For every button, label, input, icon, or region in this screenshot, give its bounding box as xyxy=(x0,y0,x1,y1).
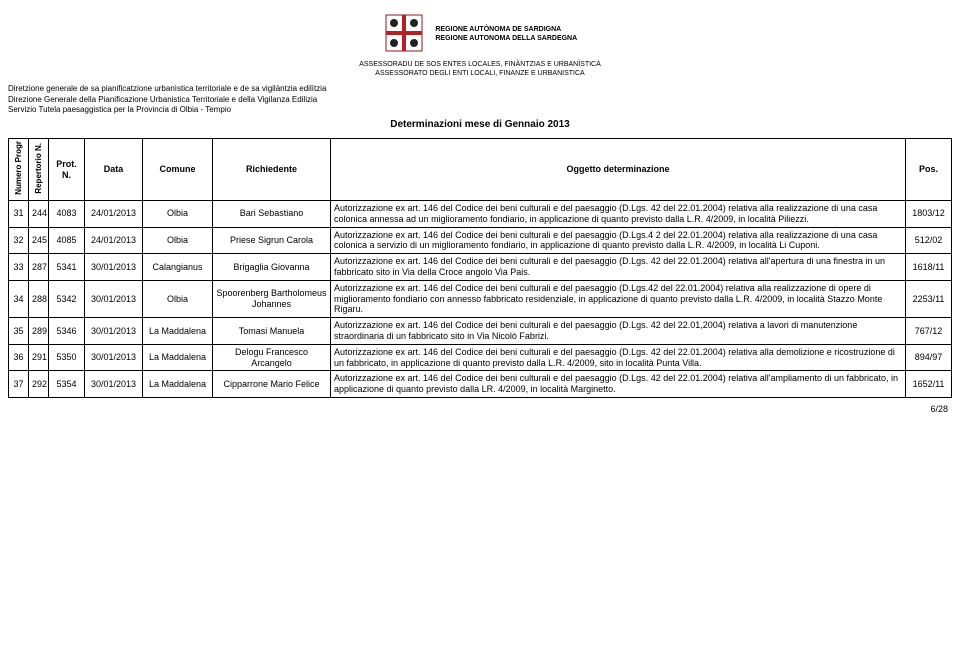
table-row: 33 287 5341 30/01/2013 Calangianus Briga… xyxy=(9,254,952,281)
cell-data: 30/01/2013 xyxy=(85,254,143,281)
cell-comune: Olbia xyxy=(143,200,213,227)
cell-comune: La Maddalena xyxy=(143,344,213,371)
table-row: 34 288 5342 30/01/2013 Olbia Spoorenberg… xyxy=(9,280,952,317)
dir-line2: Direzione Generale della Pianificazione … xyxy=(8,95,952,105)
cell-prot: 5346 xyxy=(49,318,85,345)
col-numero-progr: Numero Progr xyxy=(9,139,29,201)
cell-prot: 5342 xyxy=(49,280,85,317)
cell-np: 37 xyxy=(9,371,29,398)
table-row: 35 289 5346 30/01/2013 La Maddalena Toma… xyxy=(9,318,952,345)
cell-np: 35 xyxy=(9,318,29,345)
cell-rich: Spoorenberg Bartholomeus Johannes xyxy=(213,280,331,317)
cell-np: 32 xyxy=(9,227,29,254)
cell-rep: 291 xyxy=(29,344,49,371)
cell-rich: Cipparrone Mario Felice xyxy=(213,371,331,398)
cell-ogg: Autorizzazione ex art. 146 del Codice de… xyxy=(331,344,906,371)
page-number: 6/28 xyxy=(8,404,952,414)
cell-data: 30/01/2013 xyxy=(85,371,143,398)
cell-pos: 2253/11 xyxy=(906,280,952,317)
cell-comune: Olbia xyxy=(143,280,213,317)
determinazioni-table: Numero Progr Repertorio N. Prot. N. Data… xyxy=(8,138,952,398)
cell-ogg: Autorizzazione ex art. 146 del Codice de… xyxy=(331,318,906,345)
cell-rich: Tomasi Manuela xyxy=(213,318,331,345)
cell-pos: 894/97 xyxy=(906,344,952,371)
cell-rich: Brigaglia Giovanna xyxy=(213,254,331,281)
cell-ogg: Autorizzazione ex art. 146 del Codice de… xyxy=(331,200,906,227)
cell-comune: La Maddalena xyxy=(143,371,213,398)
dir-line3: Servizio Tutela paesaggistica per la Pro… xyxy=(8,105,952,115)
cell-rich: Delogu Francesco Arcangelo xyxy=(213,344,331,371)
table-row: 32 245 4085 24/01/2013 Olbia Priese Sigr… xyxy=(9,227,952,254)
direzione-block: Diretzione generale de sa pianificatzion… xyxy=(8,84,952,115)
table-body: 31 244 4083 24/01/2013 Olbia Bari Sebast… xyxy=(9,200,952,397)
assessor-line1: ASSESSORADU DE SOS ENTES LOCALES, FINÀNT… xyxy=(359,61,601,68)
cell-data: 24/01/2013 xyxy=(85,227,143,254)
cell-pos: 512/02 xyxy=(906,227,952,254)
assessor-line2: ASSESSORATO DEGLI ENTI LOCALI, FINANZE E… xyxy=(375,70,584,77)
cell-np: 33 xyxy=(9,254,29,281)
cell-rep: 244 xyxy=(29,200,49,227)
cell-rich: Bari Sebastiano xyxy=(213,200,331,227)
cell-prot: 5350 xyxy=(49,344,85,371)
cell-pos: 767/12 xyxy=(906,318,952,345)
cell-pos: 1803/12 xyxy=(906,200,952,227)
cell-rep: 288 xyxy=(29,280,49,317)
cell-np: 31 xyxy=(9,200,29,227)
cell-ogg: Autorizzazione ex art. 146 del Codice de… xyxy=(331,280,906,317)
dir-line1: Diretzione generale de sa pianificatzion… xyxy=(8,84,952,94)
col-repertorio: Repertorio N. xyxy=(29,139,49,201)
cell-rep: 287 xyxy=(29,254,49,281)
region-title: REGIONE AUTÒNOMA DE SARDIGNA REGIONE AUT… xyxy=(435,25,577,43)
region-line2: REGIONE AUTONOMA DELLA SARDEGNA xyxy=(435,35,577,42)
col-pos: Pos. xyxy=(906,139,952,201)
cell-rep: 292 xyxy=(29,371,49,398)
cell-data: 30/01/2013 xyxy=(85,280,143,317)
table-row: 37 292 5354 30/01/2013 La Maddalena Cipp… xyxy=(9,371,952,398)
cell-rep: 289 xyxy=(29,318,49,345)
cell-np: 34 xyxy=(9,280,29,317)
cell-ogg: Autorizzazione ex art. 146 del Codice de… xyxy=(331,254,906,281)
table-row: 31 244 4083 24/01/2013 Olbia Bari Sebast… xyxy=(9,200,952,227)
cell-comune: La Maddalena xyxy=(143,318,213,345)
cell-comune: Olbia xyxy=(143,227,213,254)
cell-prot: 5341 xyxy=(49,254,85,281)
region-line1: REGIONE AUTÒNOMA DE SARDIGNA xyxy=(435,26,561,33)
table-header-row: Numero Progr Repertorio N. Prot. N. Data… xyxy=(9,139,952,201)
cell-data: 24/01/2013 xyxy=(85,200,143,227)
cell-data: 30/01/2013 xyxy=(85,344,143,371)
col-data: Data xyxy=(85,139,143,201)
region-emblem xyxy=(383,12,425,56)
cell-prot: 4085 xyxy=(49,227,85,254)
cell-np: 36 xyxy=(9,344,29,371)
header-logo-area: REGIONE AUTÒNOMA DE SARDIGNA REGIONE AUT… xyxy=(8,12,952,56)
cell-prot: 5354 xyxy=(49,371,85,398)
col-prot: Prot. N. xyxy=(49,139,85,201)
cell-ogg: Autorizzazione ex art. 146 del Codice de… xyxy=(331,227,906,254)
table-row: 36 291 5350 30/01/2013 La Maddalena Delo… xyxy=(9,344,952,371)
col-comune: Comune xyxy=(143,139,213,201)
cell-prot: 4083 xyxy=(49,200,85,227)
cell-comune: Calangianus xyxy=(143,254,213,281)
cell-data: 30/01/2013 xyxy=(85,318,143,345)
cell-ogg: Autorizzazione ex art. 146 del Codice de… xyxy=(331,371,906,398)
assessor-block: ASSESSORADU DE SOS ENTES LOCALES, FINÀNT… xyxy=(8,60,952,78)
cell-rep: 245 xyxy=(29,227,49,254)
col-richiedente: Richiedente xyxy=(213,139,331,201)
cell-rich: Priese Sigrun Carola xyxy=(213,227,331,254)
col-oggetto: Oggetto determinazione xyxy=(331,139,906,201)
document-title: Determinazioni mese di Gennaio 2013 xyxy=(8,119,952,130)
cell-pos: 1652/11 xyxy=(906,371,952,398)
cell-pos: 1618/11 xyxy=(906,254,952,281)
